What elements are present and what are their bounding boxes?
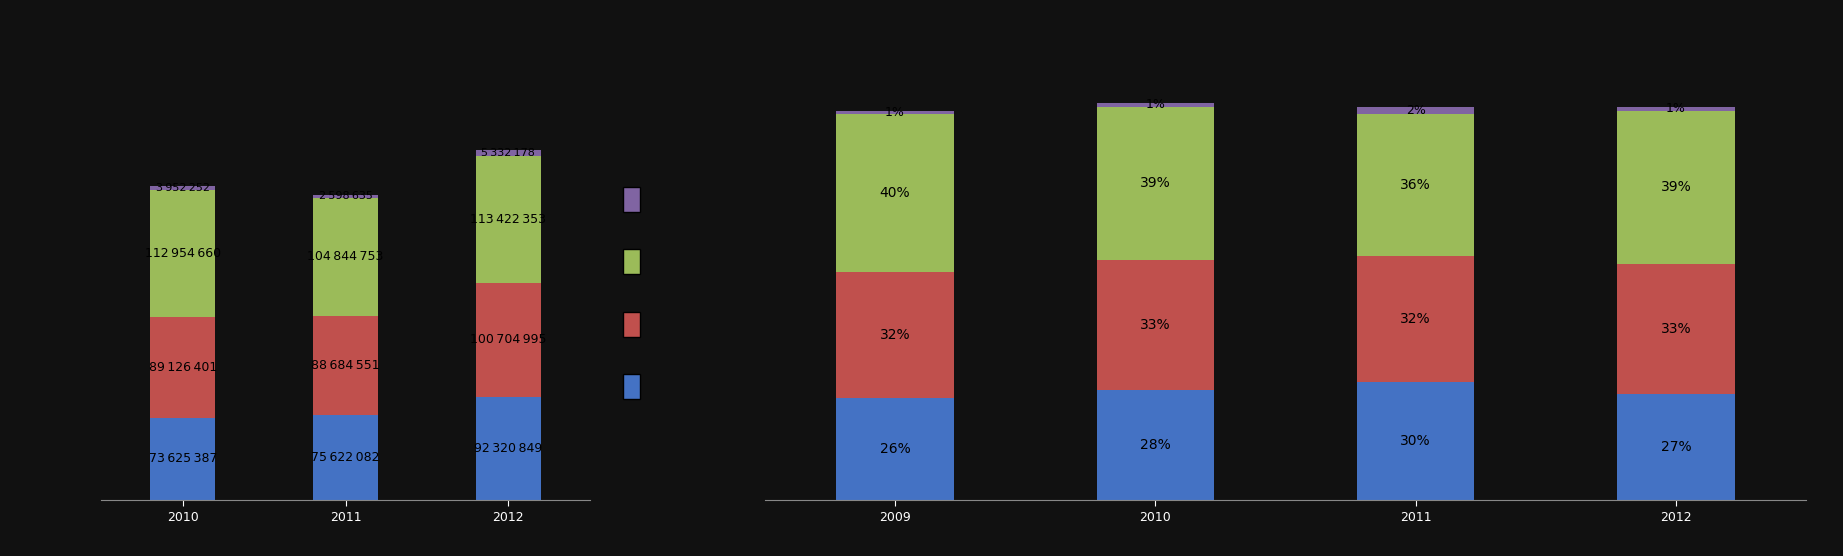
Text: 28%: 28% <box>1141 438 1170 452</box>
Text: 89 126 401: 89 126 401 <box>149 361 217 374</box>
Bar <box>313 197 378 315</box>
Bar <box>1618 264 1734 394</box>
Bar <box>313 315 378 415</box>
Bar <box>313 195 378 197</box>
Text: 32%: 32% <box>879 328 910 342</box>
Text: 36%: 36% <box>1401 178 1430 192</box>
FancyBboxPatch shape <box>623 375 640 399</box>
Bar <box>151 186 216 190</box>
Bar <box>313 415 378 500</box>
Text: 112 954 660: 112 954 660 <box>146 247 221 260</box>
Bar <box>475 156 542 283</box>
Bar <box>1356 256 1474 383</box>
Bar <box>837 272 953 398</box>
FancyBboxPatch shape <box>623 249 640 275</box>
Bar <box>1097 103 1215 107</box>
Text: 5 332 178: 5 332 178 <box>481 147 534 157</box>
Text: 33%: 33% <box>1661 322 1692 336</box>
Bar <box>837 111 953 115</box>
Bar <box>475 396 542 500</box>
Text: 88 684 551: 88 684 551 <box>311 359 380 372</box>
Text: 2 598 635: 2 598 635 <box>319 191 372 201</box>
Text: 40%: 40% <box>879 186 910 200</box>
Text: 26%: 26% <box>879 442 910 456</box>
Text: 113 422 353: 113 422 353 <box>470 213 546 226</box>
Bar <box>151 317 216 418</box>
Text: 27%: 27% <box>1661 440 1692 454</box>
Bar <box>151 190 216 317</box>
Bar <box>151 418 216 500</box>
Text: 75 622 082: 75 622 082 <box>311 451 380 464</box>
Text: 1%: 1% <box>885 106 905 119</box>
Bar <box>1097 107 1215 260</box>
Text: 30%: 30% <box>1401 434 1430 448</box>
Bar <box>1618 394 1734 500</box>
Bar <box>475 283 542 396</box>
Text: 39%: 39% <box>1141 176 1170 190</box>
Text: 1%: 1% <box>1666 102 1686 115</box>
Bar <box>1356 107 1474 115</box>
Text: 73 625 387: 73 625 387 <box>149 453 217 465</box>
Text: 33%: 33% <box>1141 318 1170 332</box>
Bar <box>475 150 542 156</box>
Text: 104 844 753: 104 844 753 <box>308 250 383 263</box>
Bar <box>837 398 953 500</box>
Text: 1%: 1% <box>1145 98 1165 111</box>
Text: 3 952 252: 3 952 252 <box>157 183 210 193</box>
Text: 32%: 32% <box>1401 312 1430 326</box>
Text: 2%: 2% <box>1406 104 1426 117</box>
Text: 100 704 995: 100 704 995 <box>470 334 547 346</box>
Bar <box>837 115 953 272</box>
Bar <box>1097 260 1215 390</box>
Bar <box>1097 390 1215 500</box>
FancyBboxPatch shape <box>623 312 640 337</box>
FancyBboxPatch shape <box>623 187 640 212</box>
Bar <box>1356 115 1474 256</box>
Text: 92 320 849: 92 320 849 <box>474 442 542 455</box>
Bar <box>1618 111 1734 264</box>
Text: 39%: 39% <box>1661 180 1692 194</box>
Bar <box>1618 107 1734 111</box>
Bar <box>1356 383 1474 500</box>
